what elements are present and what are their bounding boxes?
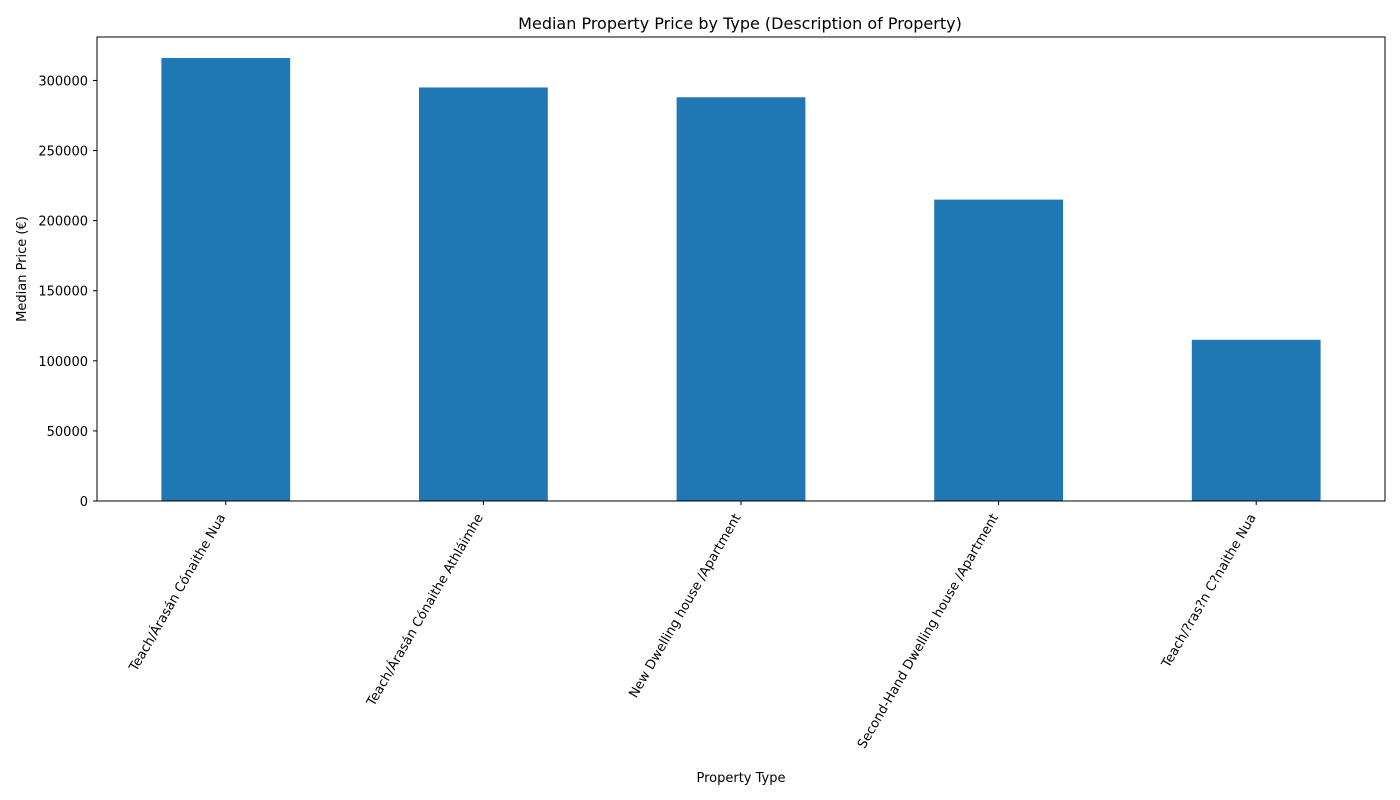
- chart-title: Median Property Price by Type (Descripti…: [518, 14, 962, 33]
- x-axis: Teach/Árasán Cónaithe Nua Teach/Árasán Có…: [125, 501, 1260, 752]
- bars-group: [161, 58, 1321, 501]
- y-tick-label: 0: [80, 495, 88, 510]
- x-tick-label: Second-Hand Dwelling house /Apartment: [855, 512, 1002, 752]
- y-axis: 0 50000 100000 150000 200000 250000 300000: [38, 74, 97, 510]
- x-tick-label: New Dwelling house /Apartment: [627, 512, 745, 701]
- y-tick-label: 50000: [47, 425, 88, 440]
- bar-1: [161, 58, 291, 501]
- bar-2: [419, 87, 548, 501]
- x-axis-title: Property Type: [696, 771, 785, 786]
- y-tick-label: 300000: [38, 74, 88, 89]
- y-tick-label: 150000: [38, 285, 88, 300]
- x-tick-label: Teach/Árasán Cónaithe Nua: [125, 511, 229, 675]
- x-tick-label: Teach/Árasán Cónaithe Athláimhe: [363, 511, 487, 710]
- y-tick-label: 200000: [38, 215, 88, 230]
- y-tick-label: 250000: [38, 145, 88, 160]
- bar-5: [1191, 339, 1321, 501]
- y-tick-label: 100000: [38, 355, 88, 370]
- plot-frame: [96, 36, 1386, 502]
- bar-4: [934, 199, 1063, 501]
- x-tick-label: Teach/?ras?n C?naithe Nua: [1159, 512, 1260, 672]
- y-axis-title: Median Price (€): [15, 216, 30, 322]
- bar-3: [676, 97, 806, 501]
